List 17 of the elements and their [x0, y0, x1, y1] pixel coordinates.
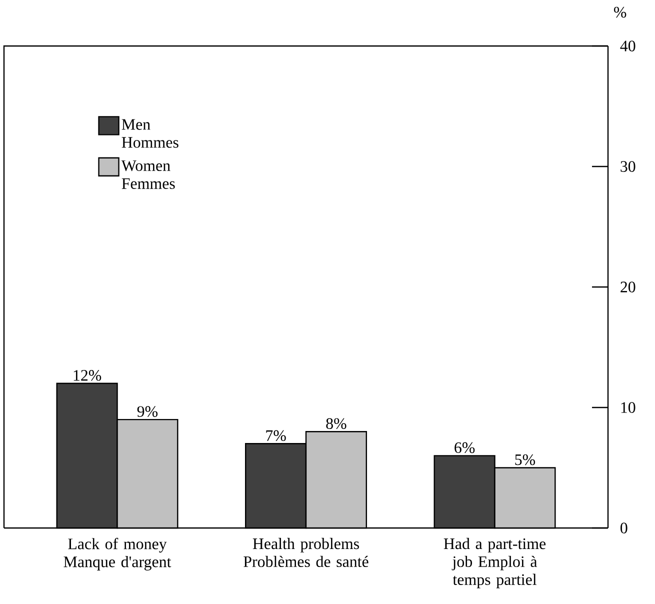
- y-tick-label: 10: [621, 402, 636, 413]
- data-label: 6%: [454, 442, 475, 454]
- x-tick-label: Had a part-time job Emploi à temps partiel: [444, 538, 546, 588]
- y-tick-label: 20: [620, 282, 636, 292]
- data-label: 9%: [137, 406, 158, 417]
- data-label: 5%: [515, 454, 536, 466]
- y-tick-label: 40: [620, 40, 636, 52]
- data-label: 8%: [326, 418, 346, 429]
- data-label: 7%: [266, 430, 286, 442]
- y-axis-title: %: [614, 6, 626, 18]
- legend-label: Men Hommes: [122, 119, 178, 148]
- data-label: 12%: [74, 370, 102, 381]
- y-tick-label: 0: [620, 522, 628, 534]
- legend-label: Women Femmes: [121, 160, 175, 189]
- x-tick-label: Health problems Problèmes de santé: [244, 538, 368, 568]
- y-tick-label: 30: [620, 161, 636, 172]
- x-tick-label: Lack of money Manque d'argent: [64, 538, 172, 571]
